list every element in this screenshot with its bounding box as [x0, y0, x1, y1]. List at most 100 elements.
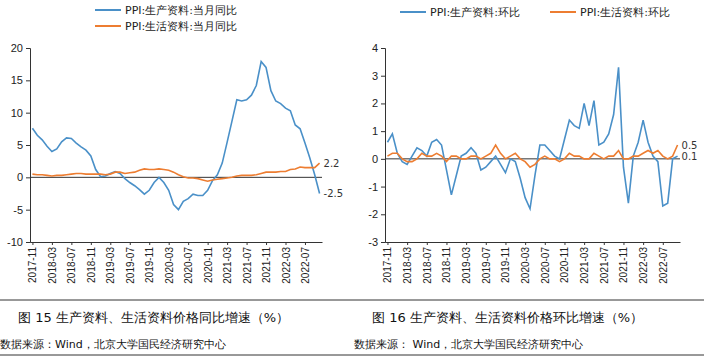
y-tick: 1 — [372, 125, 385, 137]
x-tick-mark — [545, 242, 546, 245]
y-tick-label: 4 — [372, 42, 378, 54]
legend-label: PPI:生活资料:当月同比 — [125, 20, 237, 33]
y-tick-label: -3 — [368, 236, 378, 248]
x-tick-label: 2018-11 — [441, 247, 452, 283]
x-tick: 2022-03 — [638, 242, 649, 284]
y-tick-label: 5 — [17, 139, 23, 151]
y-tick-label: 0 — [372, 153, 378, 165]
x-tick: 2019-11 — [500, 242, 511, 283]
chart-title: 图 16 生产资料、生活资料价格环比增速（%） — [372, 310, 643, 325]
y-tick-label: 10 — [11, 107, 23, 119]
x-tick-mark — [643, 242, 644, 245]
x-tick-mark — [505, 242, 506, 245]
x-tick-label: 2020-07 — [183, 247, 194, 284]
y-tick-mark — [381, 214, 385, 215]
x-tick: 2020-03 — [520, 242, 531, 284]
legend-swatch — [95, 9, 121, 11]
x-tick-label: 2021-07 — [599, 247, 610, 284]
x-tick: 2021-11 — [618, 242, 629, 283]
y-tick-mark — [26, 242, 30, 243]
x-tick-mark — [407, 242, 408, 245]
x-tick: 2020-03 — [164, 242, 175, 284]
y-tick-label: 1 — [372, 125, 378, 137]
x-tick-mark — [188, 242, 189, 245]
y-tick: -1 — [368, 181, 385, 193]
x-tick-mark — [623, 242, 624, 245]
y-tick-mark — [381, 76, 385, 77]
x-tick-label: 2021-11 — [618, 247, 629, 283]
y-tick: 2 — [372, 97, 385, 109]
x-tick-label: 2022-03 — [281, 247, 292, 284]
x-tick-label: 2018-03 — [402, 247, 413, 284]
x-axis: 2017-11 2018-03 2018-07 2018-11 2019-03 2019-… — [382, 242, 680, 284]
y-tick: 3 — [372, 70, 385, 82]
x-tick: 2019-07 — [481, 242, 492, 284]
legend-label: PPI:生活资料:环比 — [580, 6, 670, 19]
y-axis-line — [26, 49, 31, 243]
x-tick-label: 2019-07 — [125, 247, 136, 284]
x-tick: 2021-07 — [242, 242, 253, 284]
y-tick: 0 — [372, 153, 385, 165]
y-tick-mark — [26, 210, 30, 211]
x-tick-label: 2020-11 — [559, 247, 570, 283]
legend-label: PPI:生产资料:环比 — [430, 6, 520, 19]
y-tick-mark — [381, 48, 385, 49]
x-tick-mark — [564, 242, 565, 245]
x-tick-mark — [466, 242, 467, 245]
x-tick-label: 2019-03 — [461, 247, 472, 284]
plot-area — [387, 67, 677, 208]
x-axis: 2017-112018-032018-072018-112019-032019-… — [27, 242, 322, 284]
x-tick-mark — [52, 242, 53, 245]
x-tick-mark — [208, 242, 209, 245]
series-line — [32, 163, 319, 181]
y-tick: -5 — [13, 204, 30, 216]
legend-swatch — [95, 25, 121, 27]
x-tick: 2020-11 — [203, 242, 214, 283]
y-tick-label: -5 — [13, 204, 23, 216]
x-tick-label: 2018-07 — [422, 247, 433, 284]
x-tick-mark — [227, 242, 228, 245]
x-tick-mark — [91, 242, 92, 245]
x-tick-label: 2021-11 — [261, 247, 272, 283]
x-tick-label: 2019-03 — [105, 247, 116, 284]
source-note: 数据来源： Wind，北京大学国民经济研究中心 — [354, 338, 583, 351]
y-tick: 15 — [11, 74, 30, 86]
y-tick-mark — [26, 80, 30, 81]
zero-line — [30, 177, 322, 178]
x-tick-mark — [486, 242, 487, 245]
series-line — [387, 145, 677, 167]
y-axis: -10-505101520 — [7, 42, 30, 248]
frame-line — [0, 300, 704, 301]
source-note: 数据来源：Wind，北京大学国民经济研究中心 — [0, 338, 226, 351]
series-line — [32, 62, 319, 210]
end-label: 2.2 — [324, 158, 340, 169]
chart-title: 图 15 生产资料、生活资料价格同比增速（%） — [18, 310, 289, 325]
y-tick-label: -10 — [7, 236, 23, 248]
y-tick: -2 — [368, 208, 385, 220]
x-tick-label: 2017-11 — [27, 247, 38, 283]
x-tick-mark — [286, 242, 287, 245]
x-tick-label: 2017-11 — [382, 247, 393, 283]
x-tick-label: 2018-11 — [86, 247, 97, 283]
legend-label: PPI:生产资料:当月同比 — [125, 4, 237, 17]
frame-line — [0, 336, 704, 337]
y-tick: 4 — [372, 42, 385, 54]
x-tick: 2017-11 — [27, 242, 38, 283]
y-tick: -10 — [7, 236, 30, 248]
x-tick-mark — [427, 242, 428, 245]
y-tick-label: 3 — [372, 70, 378, 82]
legend-swatch — [400, 11, 426, 13]
x-tick-mark — [130, 242, 131, 245]
x-tick-label: 2022-07 — [300, 247, 311, 284]
y-tick: 0 — [17, 171, 30, 183]
y-tick-mark — [381, 242, 385, 243]
x-tick: 2019-11 — [144, 242, 155, 283]
x-tick-mark — [149, 242, 150, 245]
end-label: -2.5 — [324, 188, 344, 199]
y-tick-label: 0 — [17, 171, 23, 183]
y-tick: 10 — [11, 107, 30, 119]
y-tick: 5 — [17, 139, 30, 151]
x-tick-mark — [446, 242, 447, 245]
x-tick-label: 2020-03 — [520, 247, 531, 284]
frame-line — [0, 355, 704, 356]
